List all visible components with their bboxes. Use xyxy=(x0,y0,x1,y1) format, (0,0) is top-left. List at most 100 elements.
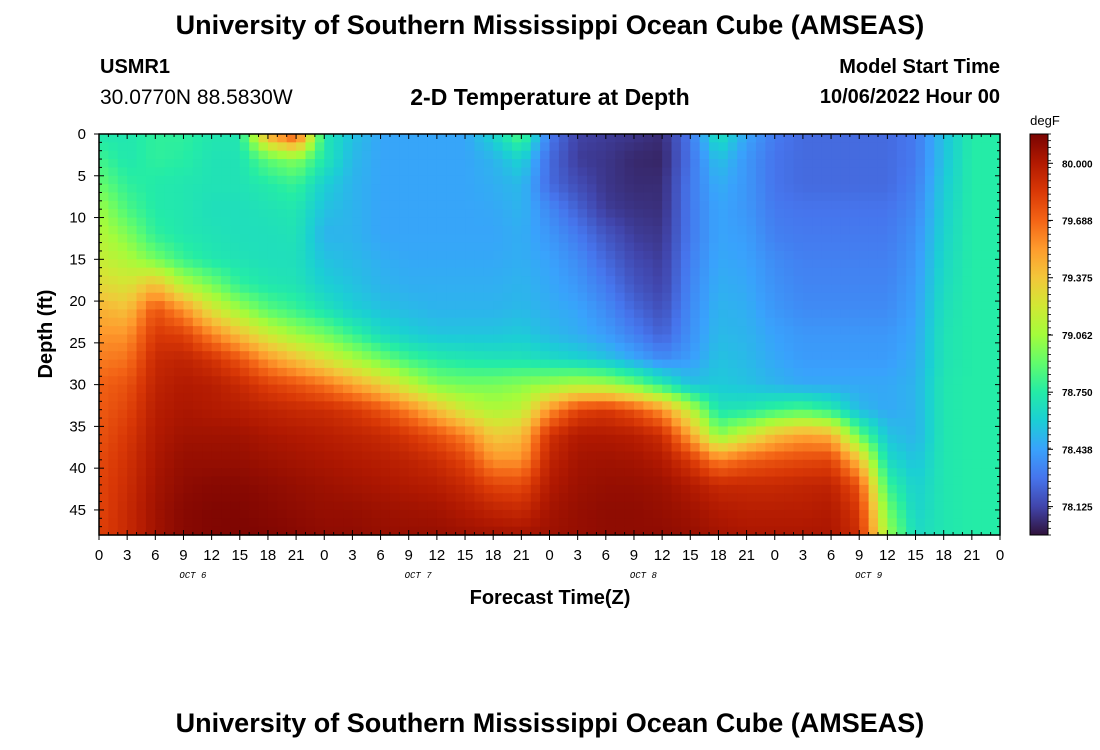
heatmap-cell xyxy=(352,225,363,235)
heatmap-cell xyxy=(680,175,691,185)
heatmap-cell xyxy=(418,351,429,361)
heatmap-cell xyxy=(746,401,757,411)
heatmap-cell xyxy=(971,359,982,369)
heatmap-cell xyxy=(896,167,907,177)
heatmap-cell xyxy=(849,518,860,528)
heatmap-cell xyxy=(971,267,982,277)
heatmap-cell xyxy=(267,284,278,294)
heatmap-cell xyxy=(943,392,954,402)
heatmap-cell xyxy=(221,175,231,185)
heatmap-cell xyxy=(727,359,738,369)
heatmap-cell xyxy=(971,301,982,311)
heatmap-cell xyxy=(774,468,785,478)
heatmap-cell xyxy=(784,468,795,478)
heatmap-cell xyxy=(831,376,842,386)
heatmap-cell xyxy=(633,184,644,194)
heatmap-cell xyxy=(831,401,842,411)
heatmap-cell xyxy=(633,217,644,227)
heatmap-cell xyxy=(511,259,522,269)
heatmap-cell xyxy=(493,259,504,269)
heatmap-cell xyxy=(953,392,964,402)
heatmap-cell xyxy=(662,334,673,344)
heatmap-cell xyxy=(906,200,917,210)
heatmap-cell xyxy=(511,150,522,160)
heatmap-cell xyxy=(587,451,598,461)
heatmap-cell xyxy=(399,192,410,202)
heatmap-cell xyxy=(709,493,720,503)
heatmap-cell xyxy=(962,518,973,528)
heatmap-cell xyxy=(174,184,185,194)
heatmap-cell xyxy=(802,434,813,444)
heatmap-cell xyxy=(99,234,109,244)
heatmap-cell xyxy=(99,342,109,352)
heatmap-cell xyxy=(906,459,917,469)
heatmap-cell xyxy=(164,142,175,152)
heatmap-cell xyxy=(221,267,231,277)
heatmap-cell xyxy=(812,426,823,436)
heatmap-cell xyxy=(699,334,710,344)
heatmap-cell xyxy=(502,142,513,152)
heatmap-cell xyxy=(446,451,457,461)
heatmap-cell xyxy=(127,250,138,260)
heatmap-cell xyxy=(455,409,466,419)
heatmap-cell xyxy=(502,376,513,386)
heatmap-cell xyxy=(699,351,710,361)
heatmap-cell xyxy=(117,484,128,494)
heatmap-cell xyxy=(296,342,307,352)
heatmap-cell xyxy=(690,509,701,519)
heatmap-cell xyxy=(418,309,429,319)
heatmap-cell xyxy=(699,150,710,160)
heatmap-cell xyxy=(784,526,795,536)
heatmap-cell xyxy=(690,200,701,210)
heatmap-cell xyxy=(164,451,175,461)
heatmap-cell xyxy=(793,384,804,394)
heatmap-cell xyxy=(549,509,560,519)
heatmap-cell xyxy=(962,426,973,436)
heatmap-cell xyxy=(427,493,438,503)
heatmap-cell xyxy=(361,267,372,277)
heatmap-cell xyxy=(774,476,785,486)
heatmap-cell xyxy=(765,284,776,294)
heatmap-cell xyxy=(962,301,973,311)
heatmap-cell xyxy=(793,184,804,194)
heatmap-cell xyxy=(202,509,213,519)
heatmap-cell xyxy=(127,468,138,478)
heatmap-cell xyxy=(465,501,476,511)
heatmap-cell xyxy=(127,317,138,327)
heatmap-cell xyxy=(540,167,551,177)
heatmap-cell xyxy=(699,518,710,528)
heatmap-cell xyxy=(211,501,222,511)
heatmap-cell xyxy=(849,184,860,194)
heatmap-cell xyxy=(352,209,363,219)
heatmap-cell xyxy=(314,134,325,143)
heatmap-cell xyxy=(765,234,776,244)
heatmap-cell xyxy=(230,451,241,461)
heatmap-cell xyxy=(605,426,616,436)
heatmap-cell xyxy=(286,426,297,436)
heatmap-cell xyxy=(511,342,522,352)
heatmap-cell xyxy=(577,476,588,486)
heatmap-cell xyxy=(915,526,926,536)
heatmap-cell xyxy=(436,509,447,519)
heatmap-cell xyxy=(953,209,964,219)
heatmap-cell xyxy=(605,225,616,235)
heatmap-cell xyxy=(971,242,982,252)
heatmap-cell xyxy=(971,326,982,336)
heatmap-cell xyxy=(765,476,776,486)
heatmap-cell xyxy=(333,451,344,461)
heatmap-cell xyxy=(380,459,391,469)
heatmap-cell xyxy=(427,434,438,444)
heatmap-cell xyxy=(418,184,429,194)
heatmap-cell xyxy=(699,209,710,219)
heatmap-cell xyxy=(812,175,823,185)
heatmap-cell xyxy=(174,351,185,361)
heatmap-cell xyxy=(324,384,335,394)
heatmap-cell xyxy=(643,493,654,503)
heatmap-cell xyxy=(549,409,560,419)
heatmap-cell xyxy=(990,418,1001,427)
heatmap-cell xyxy=(605,209,616,219)
heatmap-cell xyxy=(906,401,917,411)
heatmap-cell xyxy=(943,192,954,202)
heatmap-cell xyxy=(117,292,128,302)
heatmap-cell xyxy=(436,518,447,528)
